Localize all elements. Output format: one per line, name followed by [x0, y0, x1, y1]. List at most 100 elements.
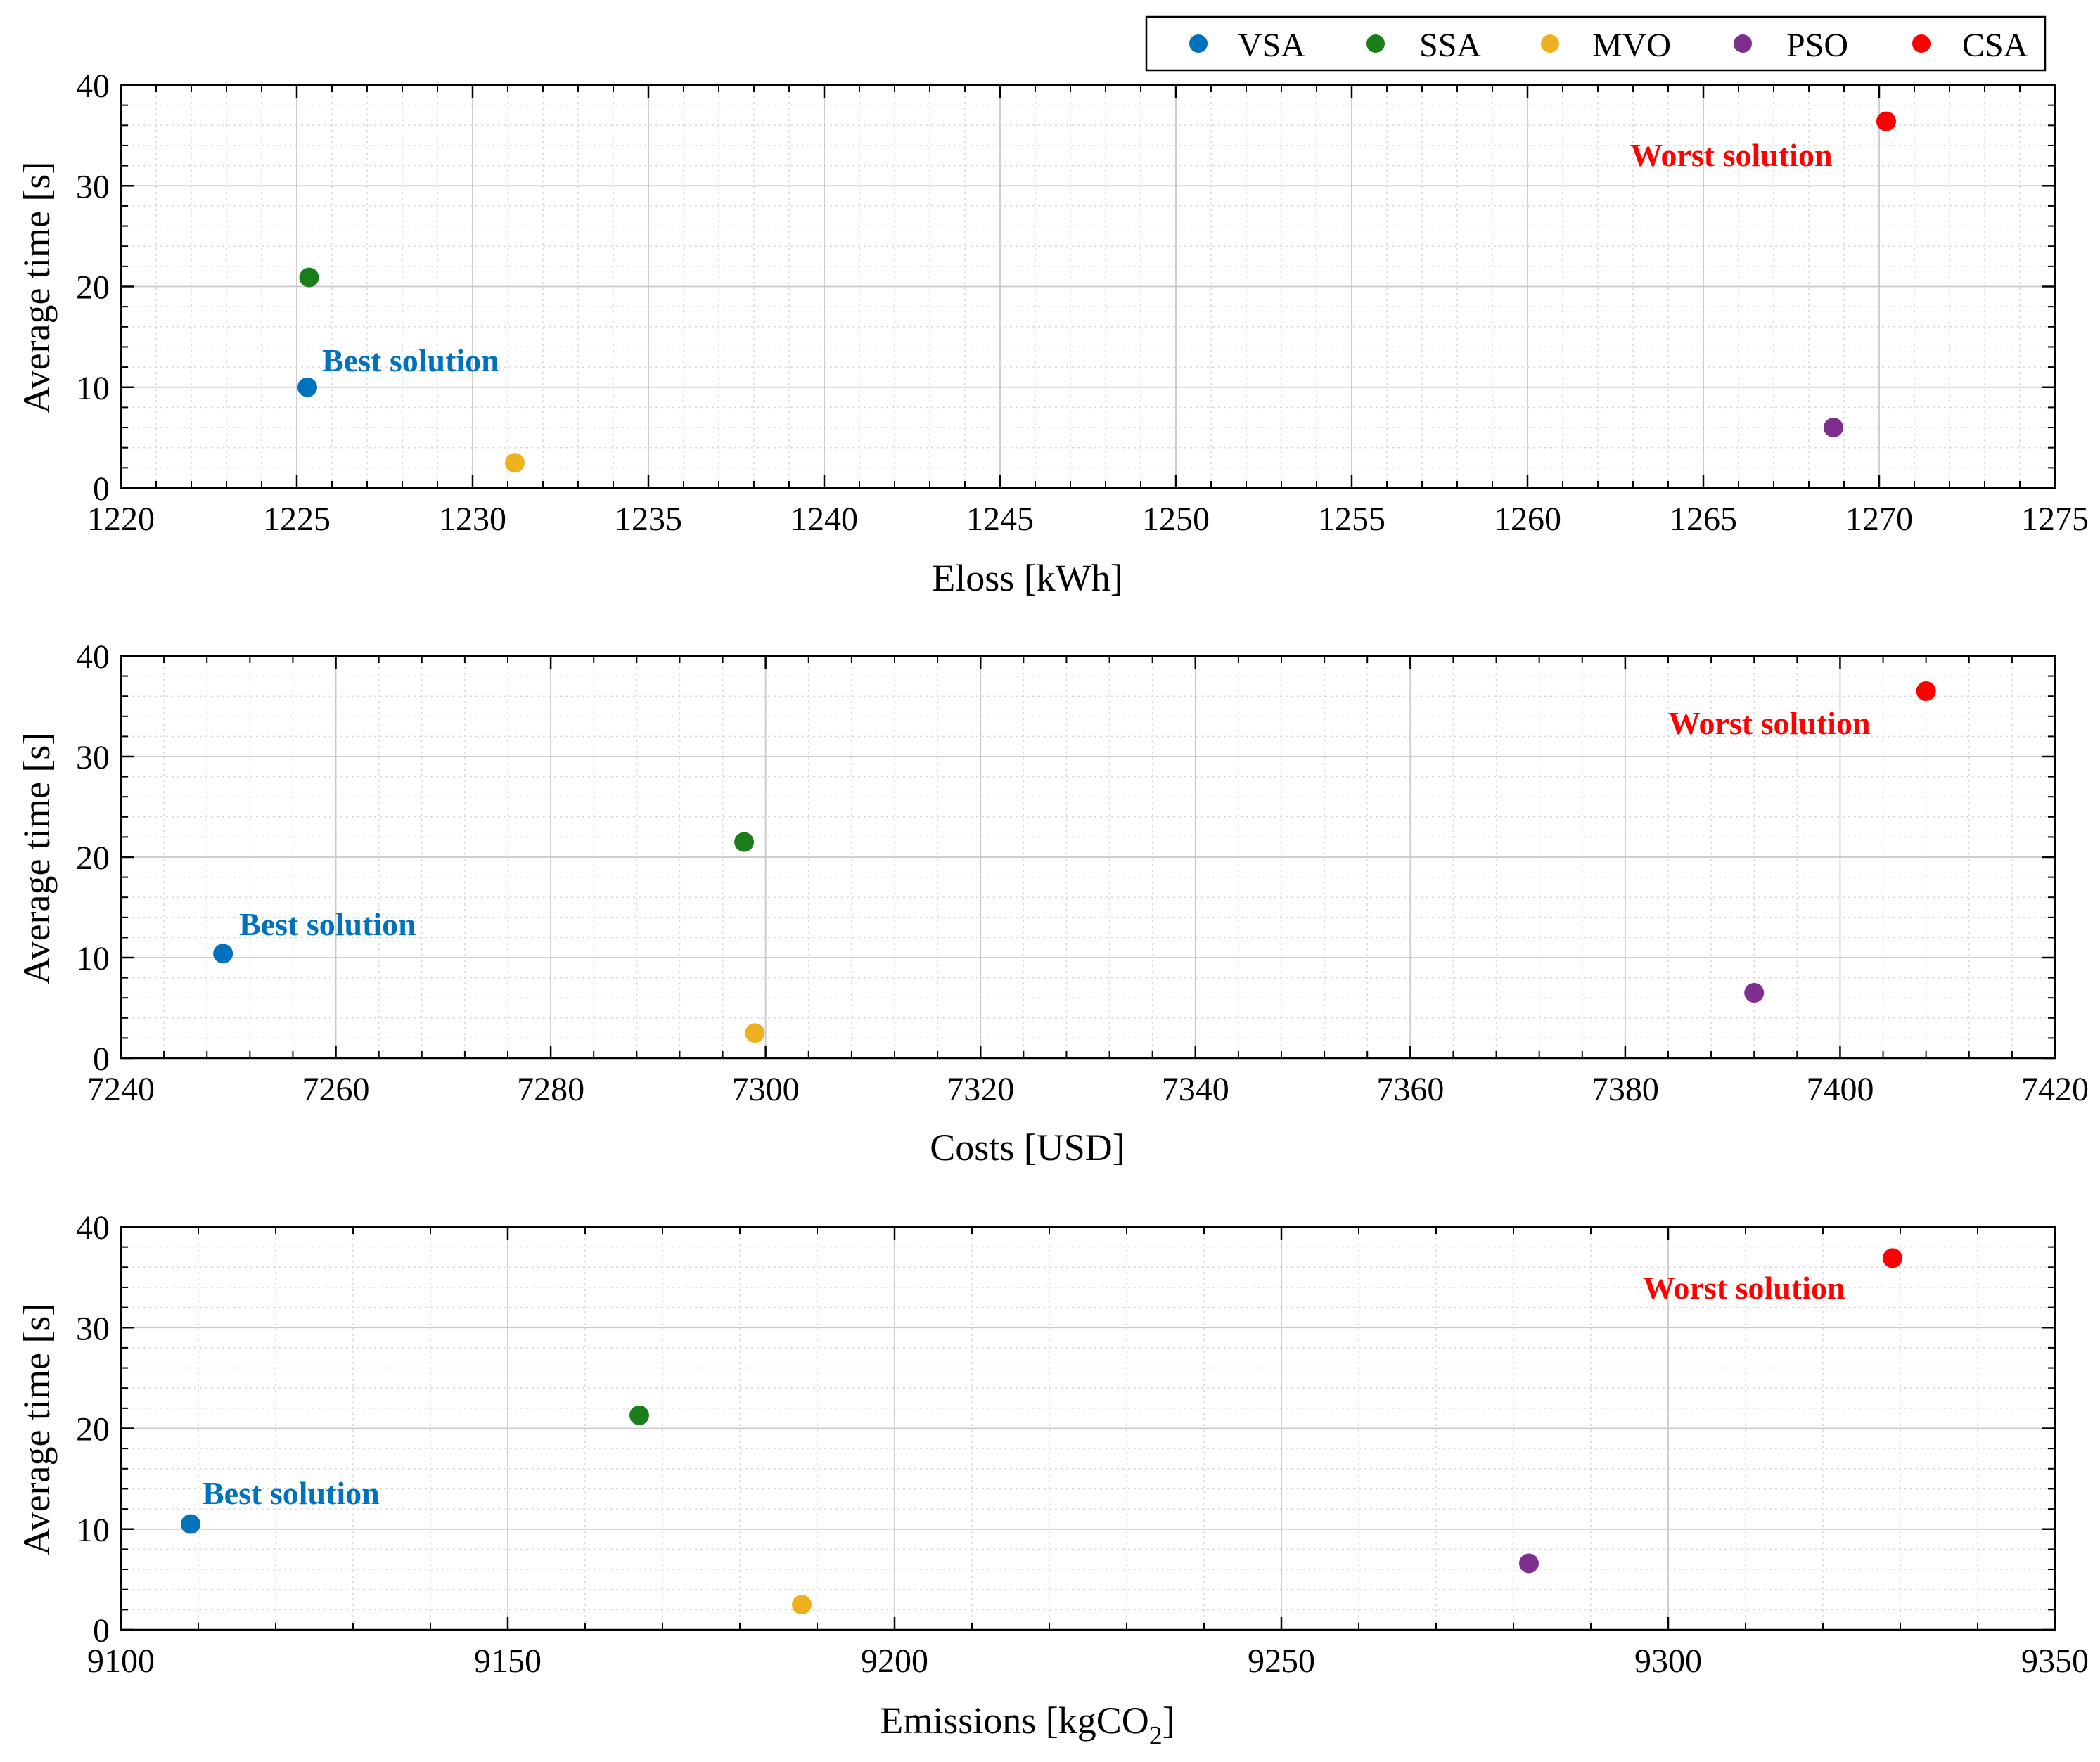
legend-item-pso: PSO — [1734, 27, 1848, 64]
x-tick-label: 1250 — [1142, 501, 1210, 538]
point-mvo — [792, 1595, 812, 1615]
panel-costs: 7240 7260 7280 7300 7320 7340 7360 7380 7400 7420… — [15, 638, 2089, 1169]
panel-costs-annotation-best: Best solution — [239, 906, 416, 942]
legend-marker-csa — [1912, 34, 1931, 53]
legend-label-ssa: SSA — [1419, 27, 1481, 64]
point-csa — [1916, 681, 1936, 702]
y-tick-label: 30 — [76, 1310, 110, 1347]
panel-emissions-xlabel-sub: 2 — [1149, 1721, 1163, 1751]
legend-marker-mvo — [1541, 34, 1559, 53]
panel-emissions-xlabel-main: Emissions [kgCO — [880, 1699, 1149, 1742]
panel-costs-annotation-worst: Worst solution — [1668, 705, 1871, 741]
panel-eloss-annotation-best: Best solution — [322, 342, 499, 378]
x-tick-label: 9250 — [1248, 1642, 1315, 1680]
x-tick-label: 1270 — [1845, 501, 1913, 538]
x-tick-label: 7400 — [1806, 1071, 1874, 1108]
y-tick-label: 20 — [76, 840, 110, 877]
panel-emissions-xlabel-end: ] — [1163, 1699, 1175, 1742]
panel-emissions-ticks: 9100 9150 9200 9250 9300 9350 0 10 20 30 40 — [76, 1209, 2089, 1680]
y-tick-label: 10 — [76, 1512, 110, 1549]
axes-box — [120, 655, 2056, 1060]
y-tick-label: 40 — [76, 638, 110, 676]
x-tick-label: 1245 — [966, 501, 1034, 538]
x-tick-label: 1275 — [2021, 501, 2089, 538]
y-tick-label: 0 — [93, 470, 110, 508]
point-csa — [1876, 111, 1896, 131]
panel-eloss: 1220 1225 1230 1235 1240 1245 1250 1255 1260 1265… — [15, 67, 2089, 599]
x-tick-label: 1235 — [615, 501, 682, 538]
panel-costs-ticks: 7240 7260 7280 7300 7320 7340 7360 7380 7400 7420… — [76, 638, 2089, 1108]
panel-eloss-points — [297, 111, 1896, 473]
panel-emissions: 9100 9150 9200 9250 9300 9350 0 10 20 30 40 Emissi… — [15, 1209, 2089, 1751]
x-tick-label: 7420 — [2021, 1071, 2089, 1108]
x-tick-label: 7360 — [1376, 1071, 1444, 1108]
point-ssa — [629, 1405, 649, 1425]
panel-eloss-annotation-worst: Worst solution — [1630, 137, 1833, 173]
panel-emissions-annotation-best: Best solution — [203, 1475, 380, 1511]
legend: VSA SSA MVO PSO CSA — [1145, 15, 2047, 72]
x-tick-label: 1230 — [439, 501, 506, 538]
point-vsa — [181, 1514, 200, 1534]
x-tick-label: 7280 — [517, 1071, 584, 1108]
x-tick-label: 7300 — [732, 1071, 800, 1108]
panel-eloss-ylabel: Average time [s] — [15, 162, 58, 414]
panel-emissions-points — [181, 1248, 1902, 1615]
legend-label-csa: CSA — [1962, 27, 2028, 64]
x-tick-label: 7240 — [87, 1071, 155, 1108]
point-csa — [1883, 1248, 1902, 1268]
legend-marker-vsa — [1189, 34, 1208, 53]
panel-eloss-xlabel: Eloss [kWh] — [932, 557, 1122, 599]
panel-emissions-annotation-worst: Worst solution — [1643, 1270, 1845, 1306]
panel-costs-points — [213, 681, 1936, 1043]
x-tick-label: 1225 — [263, 501, 331, 538]
x-tick-label: 9200 — [861, 1642, 928, 1680]
y-tick-label: 40 — [76, 67, 110, 105]
y-tick-label: 10 — [76, 370, 110, 407]
legend-item-csa: CSA — [1912, 27, 2028, 64]
legend-label-vsa: VSA — [1238, 27, 1305, 64]
x-tick-label: 7340 — [1162, 1071, 1229, 1108]
point-vsa — [297, 377, 317, 397]
legend-item-mvo: MVO — [1541, 27, 1671, 64]
point-vsa — [213, 944, 233, 964]
x-tick-label: 1240 — [790, 501, 858, 538]
y-tick-label: 30 — [76, 739, 110, 776]
point-ssa — [734, 832, 755, 852]
panel-emissions-ylabel: Average time [s] — [15, 1304, 58, 1556]
x-tick-label: 9150 — [474, 1642, 542, 1680]
legend-item-vsa: VSA — [1189, 27, 1305, 64]
panel-eloss-grid — [120, 84, 2056, 489]
y-tick-label: 0 — [93, 1612, 110, 1650]
x-tick-label: 9350 — [2021, 1642, 2089, 1680]
panel-emissions-xlabel: Emissions [kgCO2] — [880, 1699, 1175, 1751]
panel-costs-xlabel: Costs [USD] — [930, 1126, 1125, 1169]
point-pso — [1824, 418, 1843, 438]
x-tick-label: 1255 — [1318, 501, 1385, 538]
legend-box — [1145, 15, 2047, 72]
axes-box — [120, 1226, 2056, 1631]
x-tick-label: 1220 — [87, 501, 155, 538]
x-tick-label: 7260 — [302, 1071, 370, 1108]
x-tick-label: 7320 — [947, 1071, 1014, 1108]
panel-costs-ylabel: Average time [s] — [15, 733, 58, 985]
y-tick-label: 20 — [76, 269, 110, 307]
legend-label-mvo: MVO — [1592, 27, 1671, 64]
x-tick-label: 7380 — [1592, 1071, 1659, 1108]
point-pso — [1744, 983, 1765, 1003]
point-ssa — [299, 267, 319, 288]
x-tick-label: 1260 — [1494, 501, 1561, 538]
legend-marker-pso — [1734, 34, 1752, 53]
axes-box — [120, 84, 2056, 489]
legend-label-pso: PSO — [1786, 27, 1848, 64]
point-mvo — [745, 1023, 765, 1043]
y-tick-label: 10 — [76, 940, 110, 977]
x-tick-label: 1265 — [1670, 501, 1737, 538]
y-tick-label: 20 — [76, 1411, 110, 1448]
x-tick-label: 9300 — [1634, 1642, 1702, 1680]
panel-eloss-ticks: 1220 1225 1230 1235 1240 1245 1250 1255 1260 1265… — [76, 67, 2089, 538]
legend-marker-ssa — [1366, 34, 1385, 53]
y-tick-label: 40 — [76, 1209, 110, 1247]
legend-item-ssa: SSA — [1366, 27, 1481, 64]
point-pso — [1519, 1553, 1539, 1574]
